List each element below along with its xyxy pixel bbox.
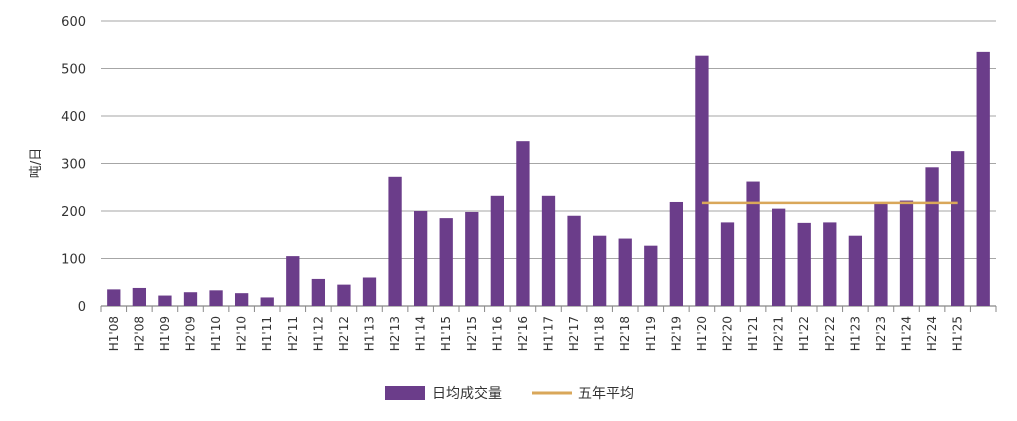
- y-tick-label: 100: [61, 253, 86, 268]
- bar-H1'18: [592, 235, 607, 306]
- bar-H2'16: [516, 141, 530, 306]
- bar-H1'20: [695, 55, 709, 306]
- x-tick-label: H1'09: [158, 316, 172, 351]
- bar-H1'16: [490, 195, 505, 306]
- bar-H1'12: [311, 278, 326, 306]
- x-tick-label: H1'11: [260, 316, 274, 351]
- bar-H2'24: [925, 167, 939, 306]
- bar-H2'13: [388, 176, 402, 306]
- x-tick-label: H1'10: [209, 316, 223, 351]
- bar-H1'23: [848, 235, 863, 306]
- bar-H1'21: [746, 181, 760, 306]
- bar-H2'23: [874, 203, 888, 306]
- y-tick-label: 500: [61, 63, 86, 78]
- x-tick-label: H2'09: [184, 316, 198, 351]
- bar-H2'09: [183, 292, 198, 306]
- bar-H1'15: [439, 218, 453, 306]
- x-tick-label: H1'17: [542, 316, 556, 351]
- x-tick-label: H1'19: [644, 316, 658, 351]
- bar-H1'09: [158, 295, 172, 306]
- x-tick-label: H1'15: [439, 316, 453, 351]
- x-tick-label: H1'13: [363, 316, 377, 351]
- x-tick-label: H1'20: [695, 316, 709, 351]
- legend-bar-label: 日均成交量: [432, 385, 502, 402]
- bar-H1'17: [541, 195, 556, 306]
- x-tick-label: H1'21: [746, 316, 760, 351]
- bar-H2'21: [771, 208, 786, 306]
- bar-H1'19: [644, 245, 658, 306]
- bar-H2'10: [234, 293, 249, 306]
- bar-H2'18: [618, 238, 632, 306]
- bar-H1'08: [107, 289, 121, 306]
- x-tick-label: H2'16: [516, 316, 530, 351]
- bar-H2'12: [337, 284, 351, 306]
- x-tick-label: H1'16: [490, 316, 504, 351]
- x-tick-label: H2'08: [132, 316, 146, 351]
- y-tick-label: 200: [61, 205, 86, 220]
- bar-extra-34: [976, 51, 990, 306]
- x-tick-label: H1'22: [797, 316, 811, 351]
- legend: 日均成交量 五年平均: [385, 385, 634, 402]
- x-tick-label: H2'20: [721, 316, 735, 351]
- x-tick-label: H2'12: [337, 316, 351, 351]
- x-axis-ticks: H1'08 H2'08 H1'09 H2'09 H1'10 H2'10 H1'11 H2'11…: [107, 316, 965, 351]
- y-tick-label: 300: [61, 158, 86, 173]
- y-tick-label: 0: [78, 300, 86, 315]
- bar-H1'22: [797, 222, 811, 306]
- bar-H1'13: [362, 277, 377, 306]
- x-tick-label: H2'24: [925, 316, 939, 351]
- legend-line-label: 五年平均: [578, 386, 634, 402]
- x-tick-label: H2'18: [618, 316, 632, 351]
- x-tick-label: H2'22: [823, 316, 837, 351]
- x-tick-label: H2'19: [669, 316, 683, 351]
- x-tick-label: H2'21: [772, 316, 786, 351]
- x-tick-label: H2'11: [286, 316, 300, 351]
- x-tick-label: H2'13: [388, 316, 402, 351]
- y-tick-label: 600: [61, 15, 86, 30]
- bar-H2'11: [286, 256, 300, 306]
- x-tick-label: H2'17: [567, 316, 581, 351]
- bar-H2'15: [465, 211, 479, 306]
- bar-H2'08: [132, 287, 147, 306]
- bar-H2'19: [669, 201, 684, 306]
- bars: [107, 51, 990, 306]
- x-tick-label: H1'25: [951, 316, 965, 351]
- bar-H2'22: [823, 222, 837, 306]
- x-tick-label: H2'23: [874, 316, 888, 351]
- x-tick-label: H2'15: [465, 316, 479, 351]
- bar-H2'20: [720, 222, 735, 306]
- x-tick-label: H2'10: [235, 316, 249, 351]
- legend-bar-swatch: [385, 386, 425, 400]
- gridlines: [100, 20, 997, 312]
- x-tick-label: H1'18: [593, 316, 607, 351]
- x-tick-label: H1'12: [311, 316, 325, 351]
- bar-H2'17: [567, 215, 581, 306]
- bar-H1'10: [209, 290, 223, 306]
- y-tick-label: 400: [61, 110, 86, 125]
- x-tick-label: H1'24: [900, 316, 914, 351]
- bar-H1'14: [413, 211, 428, 306]
- y-axis-ticks: 0 100 200 300 400 500 600: [61, 15, 86, 315]
- x-tick-label: H1'23: [848, 316, 862, 351]
- x-tick-label: H1'14: [414, 316, 428, 351]
- bar-H1'24: [899, 200, 914, 306]
- x-tick-label: H1'08: [107, 316, 121, 351]
- bar-H1'25: [950, 151, 965, 306]
- y-axis-title: 吨/日: [29, 148, 44, 178]
- bar-H1'11: [260, 297, 274, 306]
